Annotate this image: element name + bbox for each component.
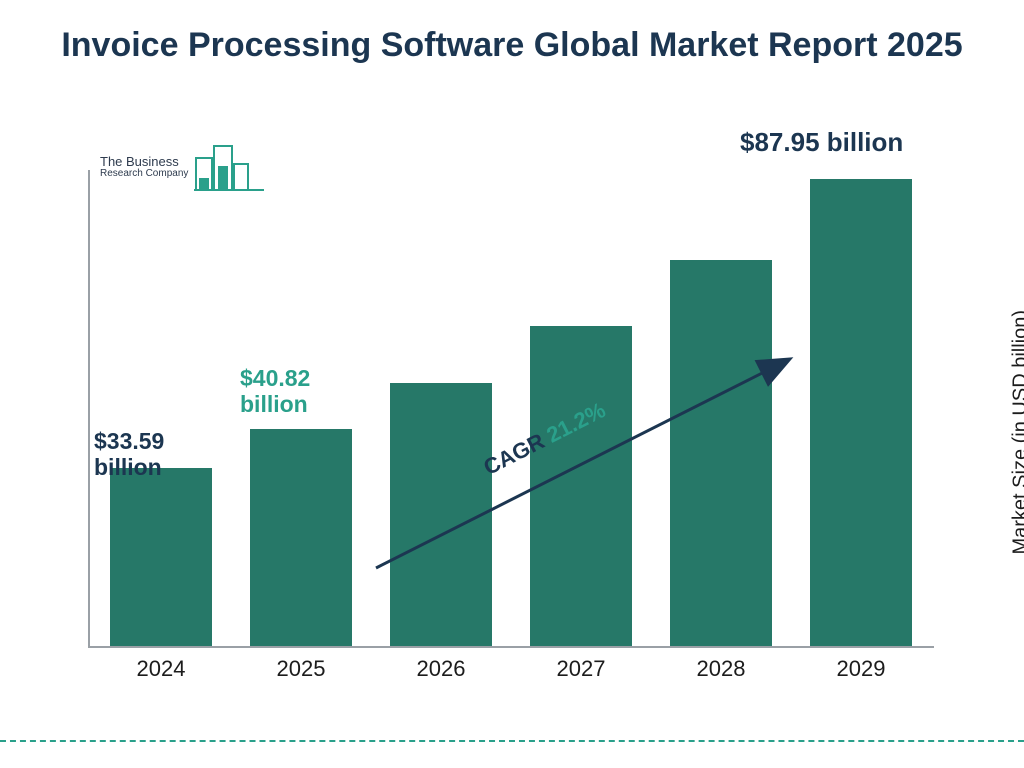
bar: [390, 383, 492, 646]
value-label-2024-amount: $33.59: [94, 428, 164, 454]
logo-line1: The Business: [100, 155, 188, 169]
x-tick-label: 2026: [380, 656, 502, 682]
value-label-2025-amount: $40.82: [240, 365, 310, 391]
bar: [250, 429, 352, 646]
value-label-2029: $87.95 billion: [740, 128, 903, 158]
x-tick-label: 2027: [520, 656, 642, 682]
bar: [670, 260, 772, 646]
bottom-divider: [0, 740, 1024, 742]
bar: [530, 326, 632, 646]
value-label-2024: $33.59 billion: [94, 428, 164, 481]
value-label-2024-unit: billion: [94, 454, 164, 480]
chart-plot-area: CAGR 21.2%: [88, 170, 934, 648]
y-axis-label: Market Size (in USD billion): [1010, 310, 1024, 555]
value-label-2025-unit: billion: [240, 391, 310, 417]
bar: [810, 179, 912, 646]
bars-container: [88, 170, 934, 648]
x-tick-label: 2024: [100, 656, 222, 682]
x-tick-label: 2025: [240, 656, 362, 682]
x-axis-labels: 202420252026202720282029: [88, 648, 934, 678]
x-tick-label: 2028: [660, 656, 782, 682]
chart-title: Invoice Processing Software Global Marke…: [0, 0, 1024, 67]
value-label-2025: $40.82 billion: [240, 365, 310, 418]
x-tick-label: 2029: [800, 656, 922, 682]
bar: [110, 468, 212, 646]
